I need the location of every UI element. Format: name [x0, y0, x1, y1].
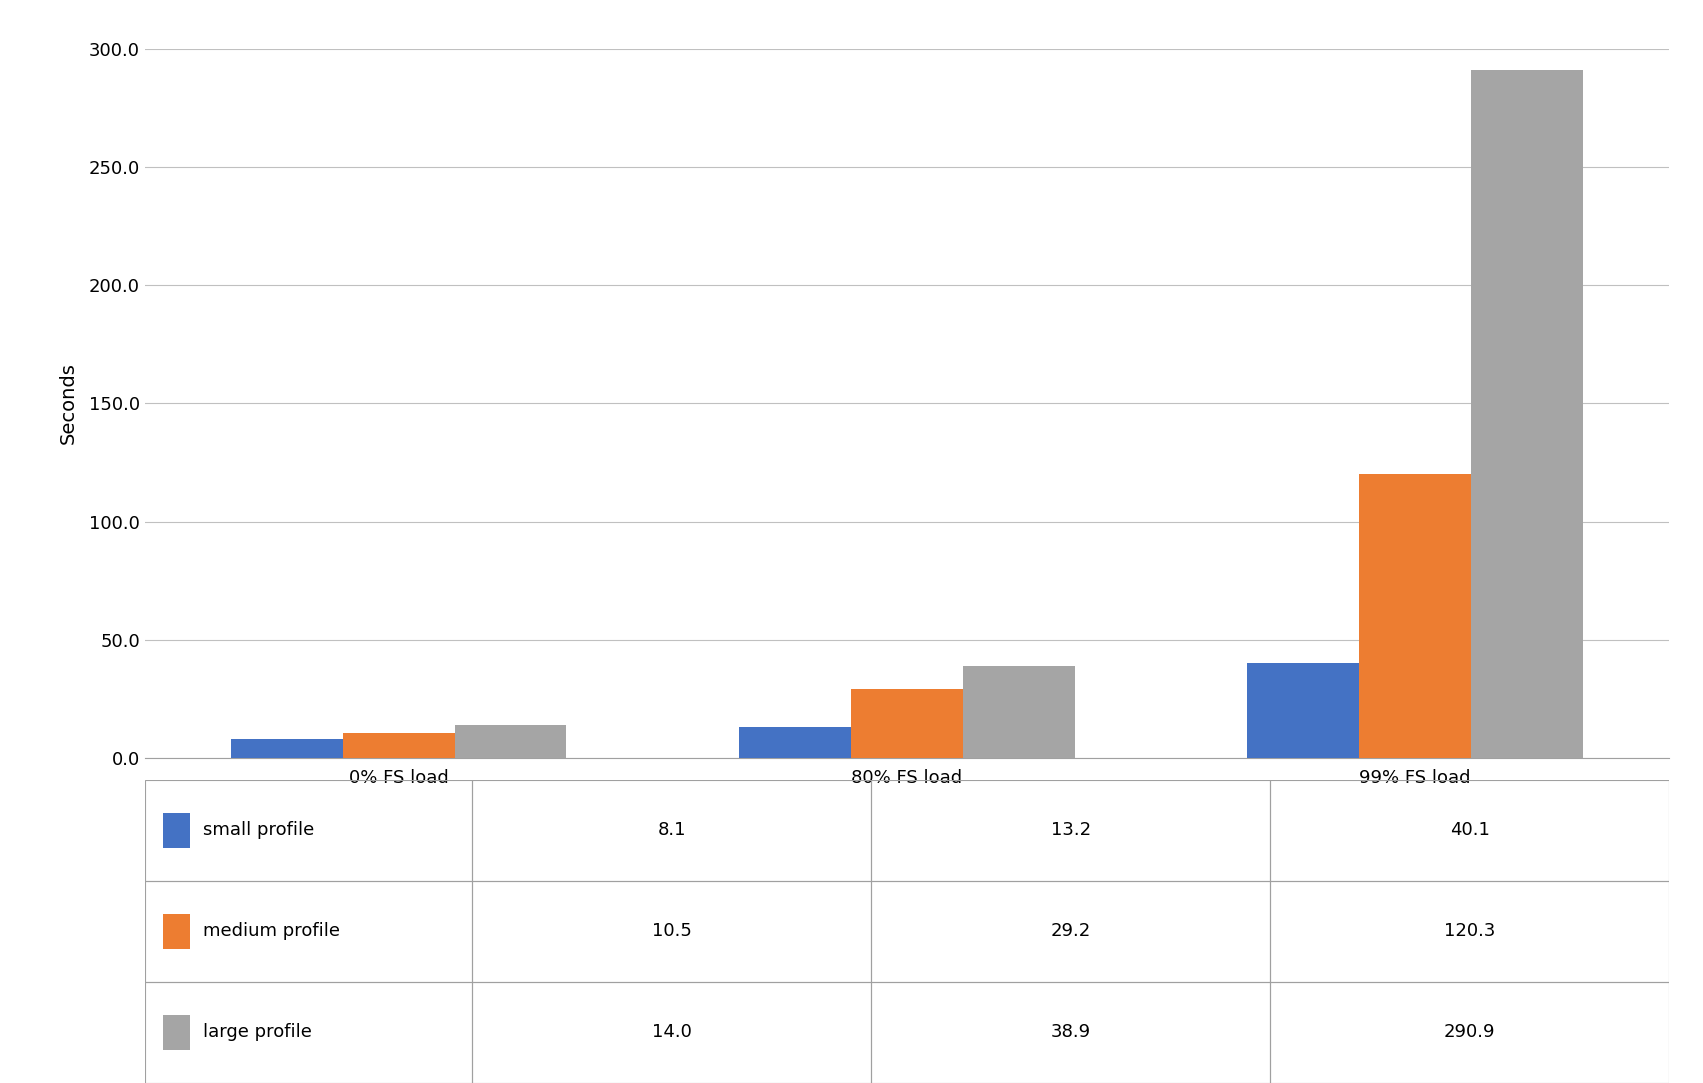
Bar — [1359, 473, 1471, 758]
Bar — [1247, 663, 1359, 758]
Text: small profile: small profile — [203, 821, 313, 839]
Bar — [145, 982, 472, 1083]
Bar — [872, 982, 1270, 1083]
Bar — [342, 733, 455, 758]
Bar — [1471, 70, 1582, 758]
Bar — [872, 880, 1270, 982]
Text: 10.5: 10.5 — [652, 923, 691, 940]
Bar — [472, 780, 872, 880]
Y-axis label: Seconds: Seconds — [58, 363, 78, 444]
Text: medium profile: medium profile — [203, 923, 339, 940]
Bar — [472, 982, 872, 1083]
Bar — [163, 812, 191, 848]
Bar — [472, 880, 872, 982]
Bar — [145, 880, 472, 982]
Text: 29.2: 29.2 — [1051, 923, 1092, 940]
Text: 8.1: 8.1 — [657, 821, 686, 839]
Text: 14.0: 14.0 — [652, 1023, 691, 1042]
Text: 38.9: 38.9 — [1051, 1023, 1090, 1042]
Text: 290.9: 290.9 — [1444, 1023, 1495, 1042]
Bar — [145, 780, 472, 880]
Bar — [1270, 880, 1669, 982]
Bar — [962, 666, 1075, 758]
Text: 120.3: 120.3 — [1444, 923, 1495, 940]
Bar — [739, 727, 852, 758]
Bar — [232, 739, 342, 758]
Bar — [163, 914, 191, 949]
Bar — [455, 725, 567, 758]
Bar — [163, 1015, 191, 1051]
Bar — [1270, 780, 1669, 880]
Bar — [1270, 982, 1669, 1083]
Text: large profile: large profile — [203, 1023, 312, 1042]
Bar — [852, 689, 962, 758]
Text: 40.1: 40.1 — [1449, 821, 1490, 839]
Bar — [872, 780, 1270, 880]
Text: 13.2: 13.2 — [1051, 821, 1090, 839]
